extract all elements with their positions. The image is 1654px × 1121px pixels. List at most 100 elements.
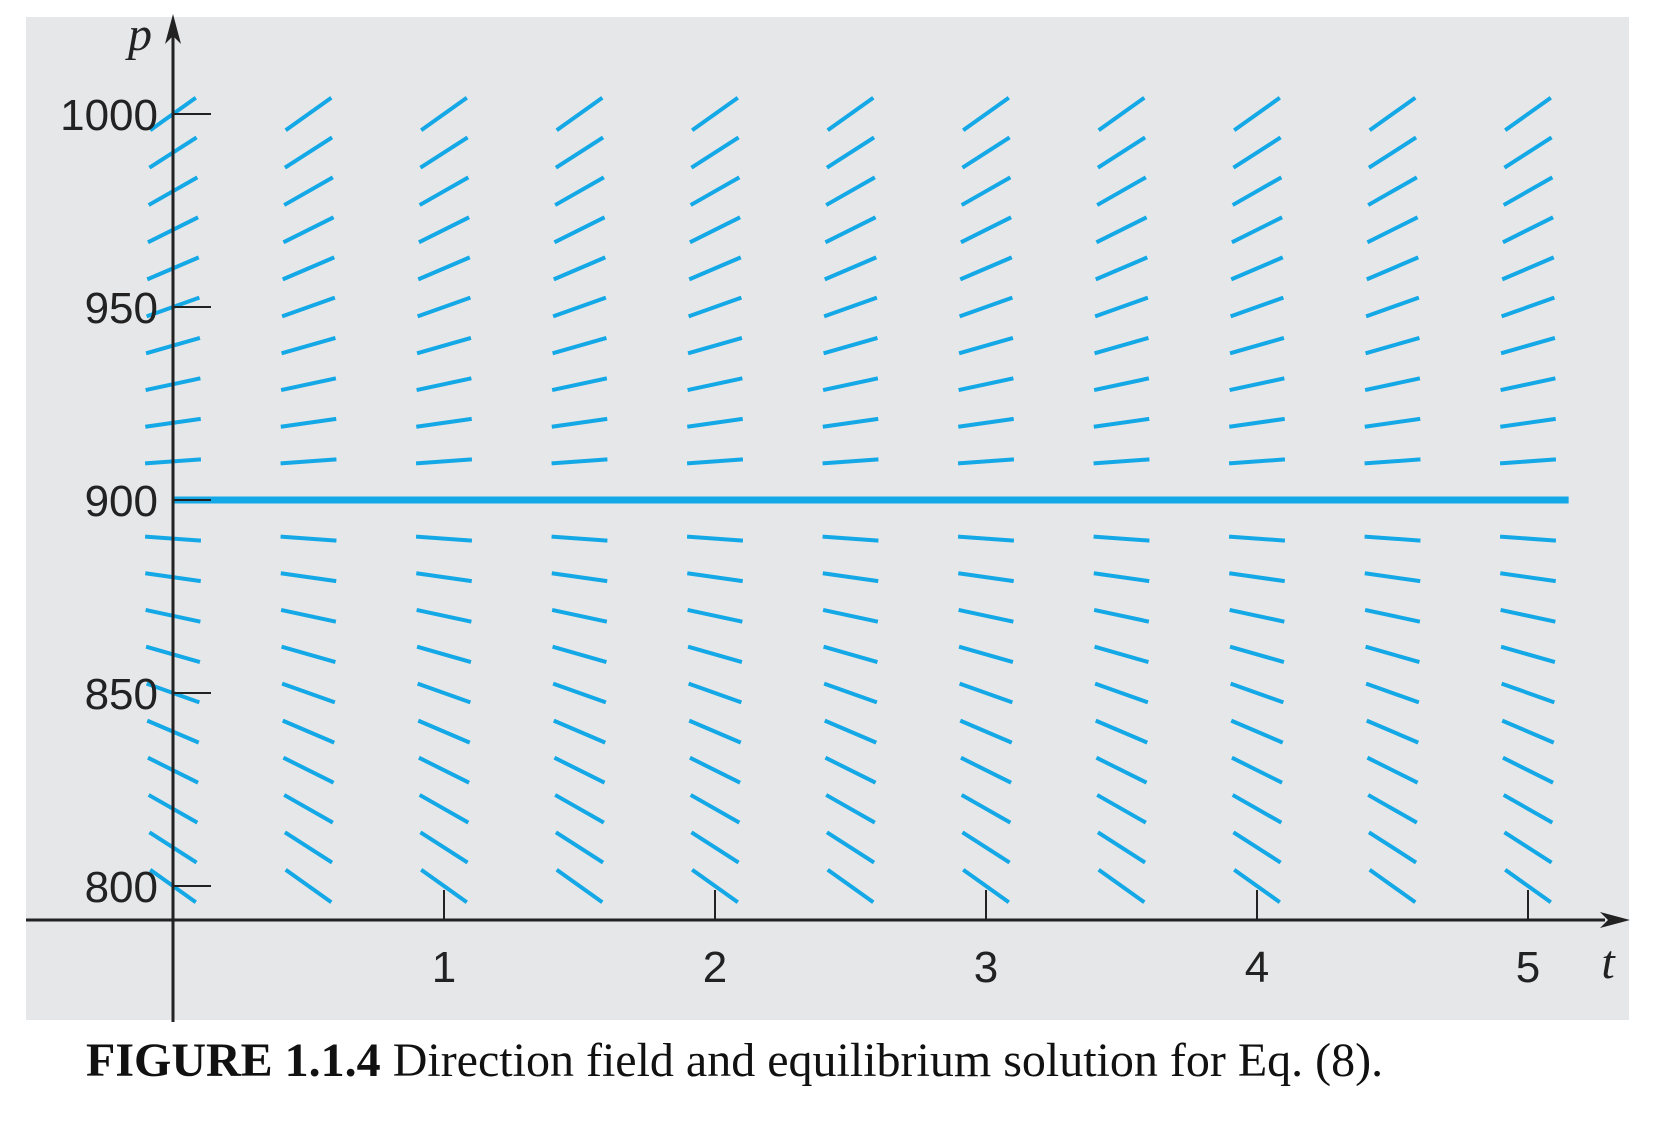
field-segment-1-6 — [281, 644, 336, 664]
field-segment-10-13 — [1500, 336, 1556, 356]
field-segment-6-13 — [958, 336, 1014, 356]
field-segment-5-17 — [825, 175, 876, 207]
field-segment-3-8 — [551, 571, 608, 584]
field-segment-1-8 — [280, 571, 337, 584]
field-segment-8-4 — [1230, 718, 1284, 745]
field-segment-8-8 — [1228, 571, 1286, 584]
field-segment-6-1 — [961, 830, 1011, 865]
field-segment-1-11 — [280, 416, 337, 429]
field-segment-4-9 — [686, 534, 744, 543]
field-segment-4-17 — [689, 175, 741, 207]
field-segment-2-14 — [416, 295, 472, 319]
field-segment-5-4 — [823, 718, 878, 745]
y-tick-label-900: 900 — [85, 477, 158, 526]
field-segment-3-16 — [553, 215, 606, 245]
field-segment-1-3 — [282, 755, 335, 785]
field-segment-5-13 — [823, 336, 878, 356]
direction-field — [144, 96, 1557, 904]
field-segment-9-2 — [1367, 793, 1418, 825]
field-segment-1-14 — [281, 295, 336, 319]
x-tick-label-3: 3 — [974, 943, 998, 992]
field-segment-4-8 — [686, 571, 744, 584]
field-segment-1-19 — [284, 96, 333, 132]
field-segment-8-5 — [1229, 681, 1285, 705]
field-segment-7-2 — [1096, 793, 1147, 825]
y-tick-label-1000: 1000 — [60, 91, 158, 140]
field-segment-7-11 — [1093, 416, 1150, 429]
field-segment-6-5 — [958, 681, 1014, 705]
field-segment-6-15 — [959, 255, 1013, 282]
field-segment-4-15 — [688, 255, 742, 282]
field-segment-7-19 — [1097, 96, 1146, 132]
field-segment-2-7 — [416, 607, 472, 624]
field-segment-7-3 — [1095, 755, 1148, 785]
field-segment-3-2 — [554, 793, 605, 825]
field-segment-2-1 — [419, 830, 469, 865]
field-segment-7-5 — [1094, 681, 1149, 705]
field-segment-2-11 — [415, 416, 473, 429]
field-segment-7-13 — [1094, 336, 1149, 356]
caption-text: Direction field and equilibrium solution… — [393, 1034, 1383, 1087]
field-segment-5-11 — [822, 416, 879, 429]
field-segment-8-10 — [1228, 457, 1286, 466]
field-segment-6-18 — [961, 135, 1011, 170]
field-segment-2-16 — [418, 215, 470, 245]
field-segment-6-10 — [957, 457, 1015, 466]
field-segment-9-5 — [1365, 681, 1420, 705]
field-segment-5-9 — [822, 534, 879, 543]
field-segment-2-10 — [415, 457, 473, 466]
field-segment-5-14 — [823, 295, 878, 319]
field-segment-6-9 — [957, 534, 1015, 543]
field-segment-3-3 — [553, 755, 606, 785]
field-segment-9-19 — [1368, 96, 1417, 132]
t-axis-label: t — [1601, 936, 1616, 989]
field-segment-9-17 — [1367, 175, 1418, 207]
field-segment-2-18 — [419, 135, 469, 170]
field-segment-2-19 — [420, 96, 468, 132]
field-segment-9-0 — [1368, 868, 1417, 904]
field-segment-7-4 — [1094, 718, 1149, 745]
field-segment-4-14 — [687, 295, 743, 319]
field-segment-8-16 — [1231, 215, 1283, 245]
field-segment-10-0 — [1504, 868, 1552, 904]
field-segment-9-16 — [1366, 215, 1419, 245]
field-segment-10-18 — [1503, 135, 1553, 170]
field-segment-2-0 — [420, 868, 468, 904]
field-segment-9-6 — [1365, 644, 1420, 664]
field-segment-9-15 — [1365, 255, 1420, 282]
field-segment-1-12 — [280, 376, 337, 393]
field-segment-1-18 — [283, 135, 334, 170]
field-segment-1-4 — [281, 718, 336, 745]
field-segment-8-15 — [1230, 255, 1284, 282]
field-segment-6-19 — [962, 96, 1010, 132]
field-segment-5-10 — [822, 457, 879, 466]
y-tick-label-850: 850 — [85, 670, 158, 719]
field-segment-7-16 — [1095, 215, 1148, 245]
field-segment-2-12 — [416, 376, 472, 393]
field-segment-9-8 — [1364, 571, 1421, 584]
field-segment-5-3 — [824, 755, 877, 785]
field-segment-4-11 — [686, 416, 744, 429]
field-segment-5-0 — [826, 868, 875, 904]
field-segment-3-13 — [552, 336, 607, 356]
figure-caption: FIGURE 1.1.4 Direction field and equilib… — [86, 1034, 1383, 1087]
field-segment-1-0 — [284, 868, 333, 904]
x-tick-label-5: 5 — [1516, 943, 1540, 992]
field-segment-6-4 — [959, 718, 1013, 745]
field-segment-4-5 — [687, 681, 743, 705]
field-segment-1-17 — [283, 175, 334, 207]
field-segment-8-7 — [1229, 607, 1285, 624]
y-tick-label-800: 800 — [85, 863, 158, 912]
field-segment-8-9 — [1228, 534, 1286, 543]
field-segment-4-18 — [690, 135, 740, 170]
field-segment-4-1 — [690, 830, 740, 865]
field-segment-5-18 — [825, 135, 876, 170]
field-segment-3-10 — [551, 457, 608, 466]
field-segment-6-11 — [957, 416, 1015, 429]
y-tick-label-950: 950 — [85, 284, 158, 333]
field-segment-4-13 — [687, 336, 743, 356]
field-segment-2-5 — [416, 681, 472, 705]
field-segment-4-12 — [687, 376, 743, 393]
field-segment-1-9 — [280, 534, 337, 543]
field-segment-3-9 — [551, 534, 608, 543]
